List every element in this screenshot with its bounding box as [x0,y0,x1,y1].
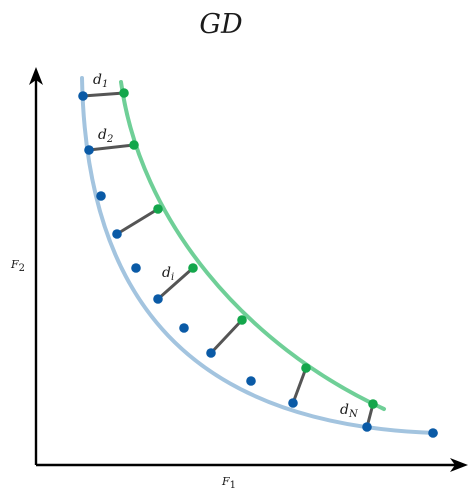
diagram-title: GD [199,9,243,40]
distance-label-d2: d2 [98,127,113,145]
approximation-point [368,399,378,409]
reference-point [112,229,122,239]
x-axis-label-base: F [221,475,230,488]
y-axis-arrow-icon [29,67,43,85]
distance-segment [291,366,308,405]
distance-segment [115,207,160,236]
approximation-point [188,263,198,273]
distance-label-dn: dN [340,402,359,420]
reference-point [96,191,106,201]
approximation-point [237,315,247,325]
axes [29,67,468,472]
reference-point [179,323,189,333]
y-axis-label-sub: 2 [19,263,25,274]
reference-front-curve [80,76,438,435]
distance-label-d1: d1 [93,72,108,90]
reference-point [362,422,372,432]
reference-point [131,263,141,273]
reference-point [206,348,216,358]
distance-segment [81,91,126,98]
reference-points [78,91,438,438]
approximation-point [129,140,139,150]
reference-point [246,376,256,386]
reference-point [153,294,163,304]
approximation-points [119,88,378,409]
distance-label-di: di [162,265,174,283]
reference-point [288,398,298,408]
y-axis-label: F2 [10,258,25,274]
y-axis-label-base: F [10,258,19,271]
reference-point [78,91,88,101]
x-axis-label: F1 [221,475,236,490]
approximation-front-curve [119,80,386,411]
x-axis-label-sub: 1 [230,480,236,490]
distance-segment [156,266,195,301]
distance-segments [81,91,375,429]
approximation-point [301,363,311,373]
approximation-point [153,204,163,214]
x-axis-arrow-icon [450,458,468,472]
distance-segment [87,143,136,152]
reference-point [84,145,94,155]
reference-point [428,428,438,438]
distance-segment [209,318,244,355]
approximation-point [119,88,129,98]
